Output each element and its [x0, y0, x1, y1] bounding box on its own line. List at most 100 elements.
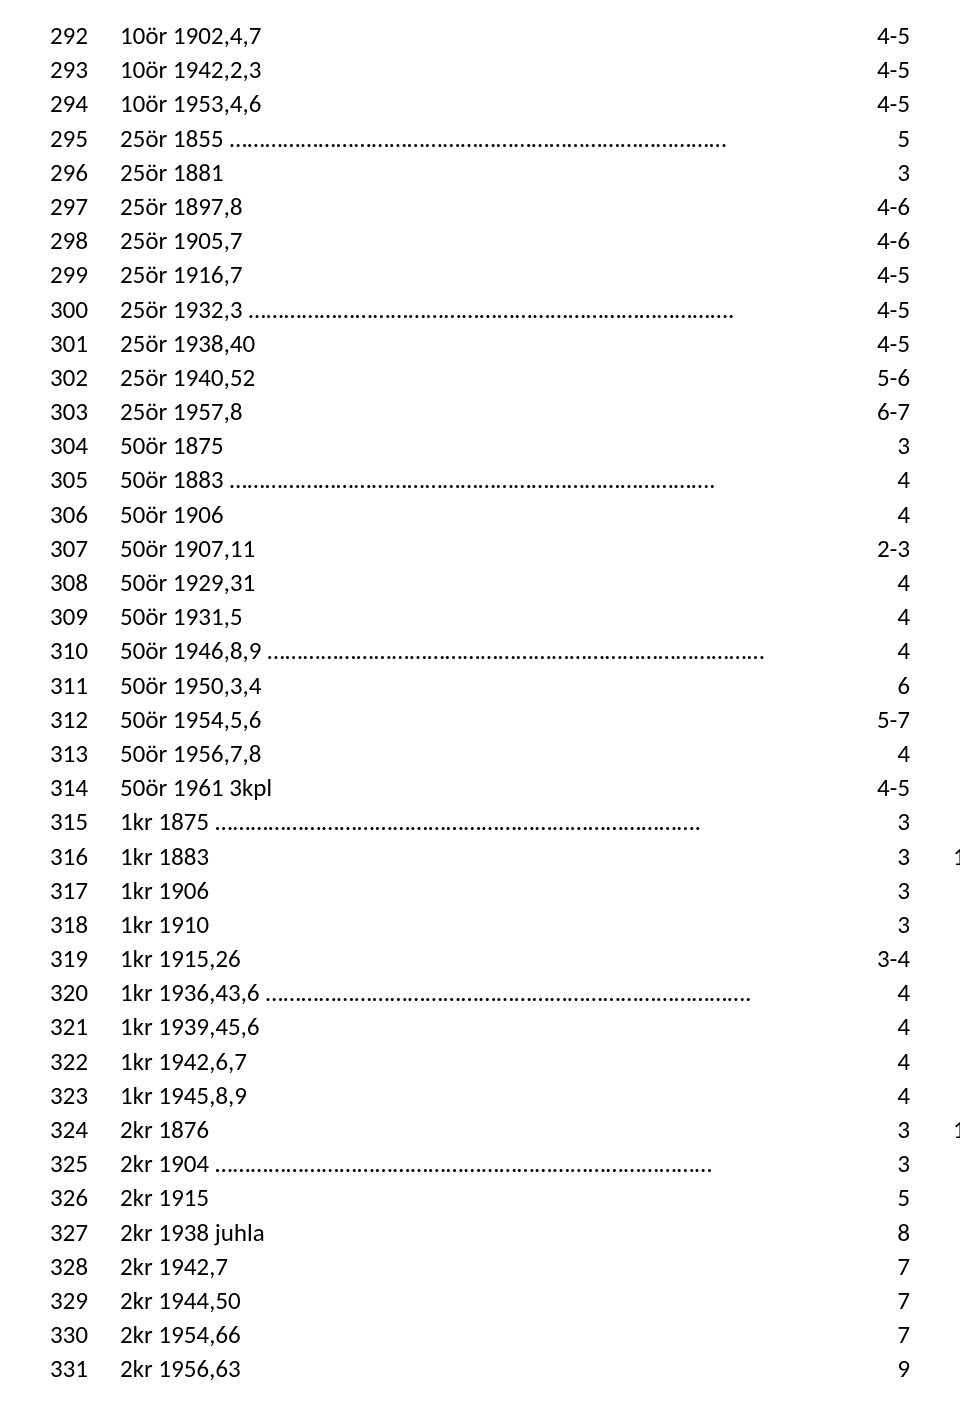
table-row: 30325ör 1957,86-73.00	[50, 396, 960, 430]
lot-description: 1kr 1910	[120, 909, 215, 940]
lot-description: 25ör 1916,7	[120, 259, 249, 290]
lot-description: 25ör 1940,52	[120, 362, 261, 393]
lot-number: 299	[50, 259, 120, 290]
lot-grade: 3	[810, 909, 910, 940]
lot-grade: 3	[810, 841, 910, 872]
lot-number: 320	[50, 977, 120, 1008]
table-row: 29725ör 1897,84-63.00	[50, 191, 960, 225]
table-row: 31250ör 1954,5,65-72.00	[50, 704, 960, 738]
table-row: 3242kr 1876312.00	[50, 1114, 960, 1148]
table-row: 30450ör 187537.00	[50, 430, 960, 464]
lot-price: 2.00	[910, 738, 960, 769]
table-row: 30125ör 1938,404-53.00	[50, 328, 960, 362]
lot-number: 327	[50, 1217, 120, 1248]
lot-number: 298	[50, 225, 120, 256]
lot-description: 2kr 1956,63	[120, 1353, 247, 1384]
lot-number: 331	[50, 1353, 120, 1384]
lot-grade: 2-3	[810, 533, 910, 564]
table-row: 29925ör 1916,74-53.00	[50, 259, 960, 293]
lot-description: 50ör 1883	[120, 464, 230, 495]
table-row: 30225ör 1940,525-63.00	[50, 362, 960, 396]
lot-price: 5.00	[910, 1217, 960, 1248]
lot-description: 25ör 1881	[120, 157, 230, 188]
lot-number: 301	[50, 328, 120, 359]
lot-price: 3.00	[910, 54, 960, 85]
lot-grade: 3	[810, 157, 910, 188]
lot-price: 10.00	[910, 841, 960, 872]
lot-grade: 5-6	[810, 362, 910, 393]
lot-price: 3.00	[910, 601, 960, 632]
leader-dots: …………………………………………………………………………	[215, 1148, 810, 1179]
lot-price: 4.00	[910, 1285, 960, 1316]
lot-description: 25ör 1932,3	[120, 294, 249, 325]
lot-description: 50ör 1954,5,6	[120, 704, 267, 735]
lot-grade: 4-5	[810, 772, 910, 803]
lot-grade: 4-5	[810, 54, 910, 85]
table-row: 29525ör 1855……………………………………………………………………………	[50, 123, 960, 157]
lot-price: 3.00	[910, 88, 960, 119]
lot-number: 294	[50, 88, 120, 119]
lot-description: 50ör 1931,5	[120, 601, 249, 632]
lot-description: 10ör 1953,4,6	[120, 88, 267, 119]
lot-grade: 4-6	[810, 191, 910, 222]
lot-grade: 3-4	[810, 943, 910, 974]
lot-price: 3.00	[910, 259, 960, 290]
lot-number: 318	[50, 909, 120, 940]
lot-price: 2.00	[910, 670, 960, 701]
lot-number: 297	[50, 191, 120, 222]
table-row: 29825ör 1905,74-63.00	[50, 225, 960, 259]
lot-description: 2kr 1915	[120, 1182, 215, 1213]
price-listing: 29210ör 1902,4,74-53.0029310ör 1942,2,34…	[50, 20, 960, 1388]
lot-grade: 4	[810, 1011, 910, 1042]
lot-grade: 7	[810, 1285, 910, 1316]
lot-number: 306	[50, 499, 120, 530]
lot-grade: 6	[810, 670, 910, 701]
lot-description: 1kr 1883	[120, 841, 215, 872]
table-row: 3302kr 1954,6674.00	[50, 1319, 960, 1353]
lot-grade: 4	[810, 1080, 910, 1111]
lot-number: 295	[50, 123, 120, 154]
lot-price: 3.00	[910, 567, 960, 598]
lot-price: 5.00	[910, 533, 960, 564]
table-row: 29410ör 1953,4,64-53.00	[50, 88, 960, 122]
lot-description: 2kr 1942,7	[120, 1251, 234, 1282]
table-row: 3231kr 1945,8,944.00	[50, 1080, 960, 1114]
table-row: 3201kr 1936,43,6…………………………………………………………………	[50, 977, 960, 1011]
lot-price: 3.00	[910, 635, 960, 666]
lot-grade: 4-5	[810, 294, 910, 325]
lot-price: 6.00	[910, 157, 960, 188]
table-row: 30850ör 1929,3143.00	[50, 567, 960, 601]
table-row: 31050ör 1946,8,9…………………………………………………………………	[50, 635, 960, 669]
table-row: 3282kr 1942,775.00	[50, 1251, 960, 1285]
lot-description: 50ör 1875	[120, 430, 230, 461]
table-row: 3211kr 1939,45,644.00	[50, 1011, 960, 1045]
lot-grade: 5	[810, 1182, 910, 1213]
lot-grade: 4	[810, 738, 910, 769]
lot-price: 4.00	[910, 1046, 960, 1077]
lot-description: 2kr 1938 juhla	[120, 1217, 271, 1248]
lot-price: 4.00	[910, 1319, 960, 1350]
table-row: 3181kr 191033.00	[50, 909, 960, 943]
lot-grade: 3	[810, 1114, 910, 1145]
lot-number: 330	[50, 1319, 120, 1350]
lot-description: 50ör 1929,31	[120, 567, 261, 598]
lot-grade: 4-5	[810, 20, 910, 51]
lot-description: 10ör 1942,2,3	[120, 54, 267, 85]
lot-price: 4.00	[910, 977, 960, 1008]
lot-number: 313	[50, 738, 120, 769]
lot-number: 324	[50, 1114, 120, 1145]
lot-number: 292	[50, 20, 120, 51]
lot-description: 1kr 1942,6,7	[120, 1046, 253, 1077]
lot-number: 307	[50, 533, 120, 564]
leader-dots: ……………………………………………………………………….	[266, 977, 810, 1008]
table-row: 30650ör 190643.00	[50, 499, 960, 533]
lot-grade: 5-7	[810, 704, 910, 735]
lot-grade: 4	[810, 464, 910, 495]
leader-dots: ……………………………………………………………………….	[215, 806, 810, 837]
leader-dots: ……………………………………………………………………….	[249, 294, 811, 325]
lot-price: 4.00	[910, 943, 960, 974]
lot-number: 314	[50, 772, 120, 803]
lot-grade: 4	[810, 499, 910, 530]
lot-description: 1kr 1936,43,6	[120, 977, 266, 1008]
table-row: 3252kr 1904…………………………………………………………………………3…	[50, 1148, 960, 1182]
